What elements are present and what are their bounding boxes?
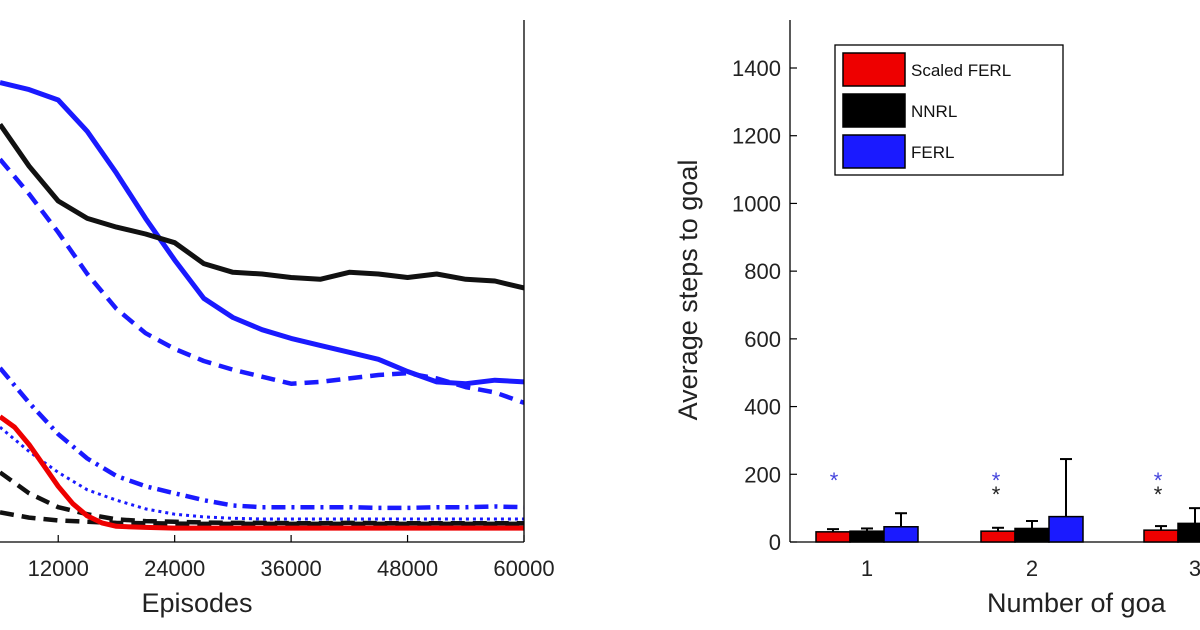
right-y-tick-label: 1200 bbox=[732, 124, 781, 149]
significance-marker: * bbox=[992, 482, 1001, 507]
bar-scaled-ferl-3 bbox=[1143, 529, 1179, 543]
significance-marker: * bbox=[830, 468, 839, 493]
right-y-tick-label: 200 bbox=[744, 462, 781, 487]
line-series-0 bbox=[0, 80, 524, 387]
right-y-tick-label: 1000 bbox=[732, 191, 781, 216]
right-x-tick-label: 2 bbox=[1026, 556, 1038, 581]
legend-swatch-ferl bbox=[842, 134, 906, 169]
legend-label-ferl: FERL bbox=[911, 143, 954, 162]
line-series-7 bbox=[0, 414, 524, 531]
line-series-3 bbox=[0, 366, 524, 511]
bar-scaled-ferl-1 bbox=[815, 531, 851, 543]
left-x-tick-label: 60000 bbox=[493, 556, 554, 581]
bar-ferl-1 bbox=[883, 526, 919, 543]
left-x-tick-label: 36000 bbox=[261, 556, 322, 581]
legend-label-scaled-ferl: Scaled FERL bbox=[911, 61, 1011, 80]
bar-nnrl-3 bbox=[1177, 522, 1200, 543]
right-y-tick-label: 600 bbox=[744, 327, 781, 352]
right-y-ticks: 0 200 400 600 800 1000 1200 1400 bbox=[732, 56, 797, 555]
left-x-axis-label: Episodes bbox=[141, 588, 252, 618]
legend: Scaled FERL NNRL FERL bbox=[834, 44, 1064, 176]
right-y-tick-label: 800 bbox=[744, 259, 781, 284]
legend-swatch-scaled-ferl bbox=[842, 52, 906, 87]
left-line-chart: 12000 24000 36000 48000 60000 Episodes bbox=[0, 20, 555, 618]
left-x-ticks: 12000 24000 36000 48000 60000 bbox=[28, 535, 555, 581]
legend-label-nnrl: NNRL bbox=[911, 102, 957, 121]
significance-marker: * bbox=[1154, 468, 1163, 493]
bar-scaled-ferl-2 bbox=[980, 530, 1016, 543]
right-x-tick-label: 1 bbox=[861, 556, 873, 581]
right-y-tick-label: 400 bbox=[744, 395, 781, 420]
legend-swatch-nnrl bbox=[842, 93, 906, 128]
significance-marker: * bbox=[992, 468, 1001, 493]
right-y-tick-label: 0 bbox=[769, 530, 781, 555]
left-x-tick-label: 12000 bbox=[28, 556, 89, 581]
left-x-tick-label: 24000 bbox=[144, 556, 205, 581]
significance-marker: * bbox=[1154, 482, 1163, 507]
right-x-tick-label: 3 bbox=[1189, 556, 1200, 581]
right-bars-group: * **** bbox=[815, 458, 1200, 543]
left-x-tick-label: 48000 bbox=[377, 556, 438, 581]
line-series-5 bbox=[0, 470, 524, 526]
line-series-2 bbox=[0, 157, 524, 405]
line-series-4 bbox=[0, 426, 524, 521]
right-y-axis-label: Average steps to goal bbox=[673, 160, 703, 421]
right-y-tick-label: 1400 bbox=[732, 56, 781, 81]
right-x-axis-label: Number of goa bbox=[987, 588, 1167, 618]
bar-ferl-2 bbox=[1048, 515, 1084, 543]
left-series-group bbox=[0, 80, 524, 531]
right-x-ticks: 1 2 3 bbox=[861, 535, 1200, 581]
line-series-1 bbox=[0, 122, 524, 291]
